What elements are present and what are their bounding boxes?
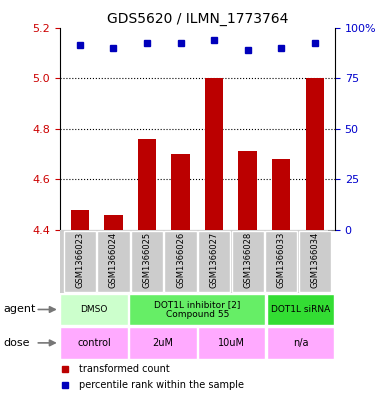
Bar [104, 215, 122, 230]
Text: dose: dose [4, 338, 30, 348]
FancyBboxPatch shape [129, 294, 265, 325]
Text: GSM1366026: GSM1366026 [176, 232, 185, 288]
FancyBboxPatch shape [267, 327, 334, 358]
Text: 10uM: 10uM [218, 338, 245, 348]
FancyBboxPatch shape [64, 231, 96, 292]
FancyBboxPatch shape [198, 231, 230, 292]
Text: GSM1366025: GSM1366025 [142, 232, 151, 288]
Text: GSM1366027: GSM1366027 [209, 232, 219, 288]
FancyBboxPatch shape [265, 231, 297, 292]
FancyBboxPatch shape [60, 327, 128, 358]
Text: DOT1L siRNA: DOT1L siRNA [271, 305, 330, 314]
Bar [272, 159, 290, 230]
Text: transformed count: transformed count [79, 364, 170, 374]
Bar [306, 78, 324, 230]
Text: agent: agent [4, 305, 36, 314]
Bar [171, 154, 190, 230]
Text: GSM1366033: GSM1366033 [277, 232, 286, 288]
Text: GSM1366023: GSM1366023 [75, 232, 84, 288]
Text: GSM1366034: GSM1366034 [310, 232, 319, 288]
Bar [70, 209, 89, 230]
Bar [205, 78, 223, 230]
Bar [138, 139, 156, 230]
Text: DMSO: DMSO [80, 305, 108, 314]
Title: GDS5620 / ILMN_1773764: GDS5620 / ILMN_1773764 [107, 13, 288, 26]
FancyBboxPatch shape [129, 327, 197, 358]
Text: n/a: n/a [293, 338, 308, 348]
FancyBboxPatch shape [231, 231, 264, 292]
Text: control: control [77, 338, 111, 348]
FancyBboxPatch shape [97, 231, 129, 292]
Text: GSM1366024: GSM1366024 [109, 232, 118, 288]
FancyBboxPatch shape [60, 294, 128, 325]
FancyBboxPatch shape [131, 231, 163, 292]
FancyBboxPatch shape [198, 327, 265, 358]
FancyBboxPatch shape [299, 231, 331, 292]
FancyBboxPatch shape [164, 231, 197, 292]
Text: percentile rank within the sample: percentile rank within the sample [79, 380, 244, 389]
Text: DOT1L inhibitor [2]
Compound 55: DOT1L inhibitor [2] Compound 55 [154, 300, 241, 319]
Text: 2uM: 2uM [152, 338, 173, 348]
Bar [238, 151, 257, 230]
Text: GSM1366028: GSM1366028 [243, 232, 252, 288]
FancyBboxPatch shape [267, 294, 334, 325]
